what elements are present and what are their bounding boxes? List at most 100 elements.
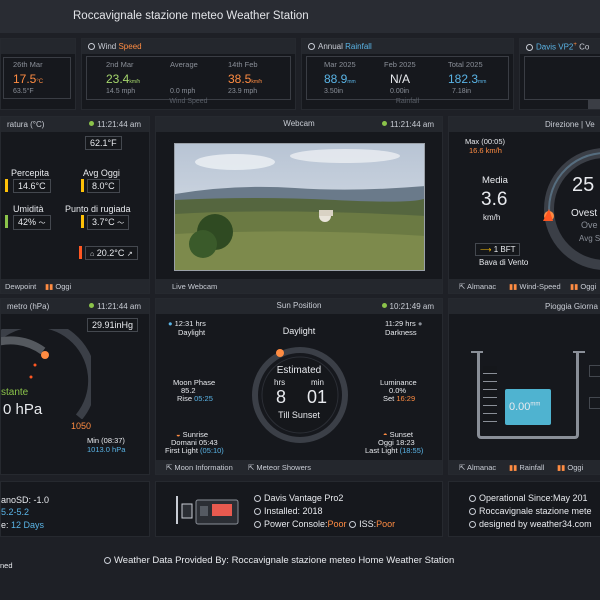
rain-gauge (477, 351, 579, 439)
beaufort-desc: Bava di Vento (479, 258, 529, 267)
wind-col3-value: 38.5km/h (228, 72, 263, 86)
rainfall-today-panel[interactable]: Pioggia Giorna 0.00mm ⇱ Almanac ▮▮ Rainf… (448, 298, 600, 475)
left-info-line1: anoSD: -1.0 (1, 495, 50, 505)
footer-live-webcam-link[interactable]: Live Webcam (172, 282, 218, 291)
footer-wind-speed-link[interactable]: ▮▮ Wind-Speed (509, 282, 561, 291)
live-indicator (381, 303, 387, 308)
hours-value: 8 (276, 387, 287, 407)
chart-icon: ▮▮ (45, 282, 54, 291)
sunrise-label: ◒ Sunrise (176, 430, 209, 439)
moon-phase-value: 85.2 (181, 386, 196, 395)
panel-header: Sun Position 10:21:49 am (156, 299, 442, 314)
wind-avg-label: Media (482, 175, 508, 186)
left-info-line4: ned (0, 561, 13, 570)
chart-icon: ▮▮ (509, 463, 518, 472)
panel-footer: ⇱ Moon Information ⇱ Meteor Showers (156, 460, 442, 474)
footer-meteor-link[interactable]: ⇱ Meteor Showers (248, 463, 311, 472)
pressure-gauge (1, 329, 91, 419)
update-time: 11:21:44 am (97, 302, 141, 311)
power-status: Power Console:Poor ISS:Poor (254, 519, 395, 529)
wind-col1-date: 2nd Mar (106, 60, 134, 69)
info-icon (469, 508, 476, 515)
hours-label: hrs (274, 378, 286, 387)
footer-today-link[interactable]: ▮▮ Oggi (570, 282, 597, 291)
station-model: Davis Vantage Pro2 (254, 493, 343, 503)
perceived-value: 14.6°C (13, 179, 51, 193)
rain-col3-sub: 7.18in (452, 88, 472, 95)
barometer-panel[interactable]: metro (hPa) 11:21:44 am 29.91inHg stante… (0, 298, 150, 475)
rain-panel-footer: Rainfall (395, 98, 420, 105)
wind-direction-panel[interactable]: Direzione | Ve Max (00:05) 16.6 km/h Med… (448, 116, 600, 294)
update-time: 11:21:44 am (390, 120, 434, 129)
gauge-max-label: 1050 (71, 421, 92, 431)
rain-col2-value: N/A (390, 72, 411, 86)
rain-title: Pioggia Giorna (545, 302, 598, 311)
temp-record-panel[interactable]: 26th Mar 17.5°C 63.5°F (0, 38, 76, 110)
record-value: 17.5°C (13, 72, 44, 86)
daylight-label: Daylight (178, 328, 206, 337)
rain-col1-sub: 3.50in (324, 88, 344, 95)
luminance-label: Luminance (380, 378, 417, 387)
wind-speed-panel[interactable]: Wind Speed 2nd Mar 23.4km/h 14.5 mph Ave… (81, 38, 296, 110)
wind-panel-footer: Wind Speed (169, 98, 208, 105)
top-bar: Roccavignale stazione meteo Weather Stat… (0, 0, 600, 33)
wind-max-value: 16.6 km/h (469, 146, 502, 155)
rain-level (505, 389, 551, 425)
panel-footer: ⇱ Almanac ▮▮ Rainfall ▮▮ Oggi (449, 460, 600, 474)
webcam-panel[interactable]: Webcam 11:21:44 am Live Webcam (155, 116, 443, 294)
minutes-value: 01 (307, 387, 328, 407)
panel-header (1, 39, 75, 54)
station-installed: Installed: 2018 (254, 506, 323, 516)
rainfall-panel[interactable]: Annual Rainfall Mar 2025 88.9mm 3.50in F… (301, 38, 514, 110)
info-icon (526, 43, 533, 51)
wind-avg-unit: km/h (483, 213, 501, 222)
info-icon (349, 521, 357, 528)
webcam-image[interactable] (174, 143, 425, 271)
rain-value: 0.00mm (509, 401, 541, 413)
wind-col2-sub: 0.0 mph (170, 88, 196, 95)
designer-credit[interactable]: designed by weather34.com (469, 519, 592, 529)
footer-dewpoint-link[interactable]: Dewpoint (5, 282, 37, 291)
footer-moon-link[interactable]: ⇱ Moon Information (166, 463, 233, 472)
info-icon (104, 557, 111, 564)
footer-today-link[interactable]: ▮▮ Oggi (45, 282, 72, 291)
footer-almanac-link[interactable]: ⇱ Almanac (459, 463, 497, 472)
davis-panel[interactable]: Davis VP2+ Co (519, 38, 600, 110)
footer-today-link[interactable]: ▮▮ Oggi (557, 463, 584, 472)
till-sunset-label: Till Sunset (278, 410, 320, 420)
wind-col2-label: Average (170, 60, 198, 69)
sun-position-panel[interactable]: Sun Position 10:21:49 am ● 12:31 hrs Day… (155, 298, 443, 475)
panel-header: Annual Rainfall (302, 39, 513, 54)
temperature-panel[interactable]: ratura (°C) 11:21:44 am 62.1°F Percepita… (0, 116, 150, 294)
sunrise-tomorrow: Domani 05:43 (171, 438, 218, 447)
info-icon (469, 521, 476, 528)
trend-up-icon: ↗ (126, 251, 133, 258)
footer-rainfall-link[interactable]: ▮▮ Rainfall (509, 463, 545, 472)
console-icon (176, 496, 239, 525)
dot-icon: ● (417, 319, 423, 328)
panel-footer: Live Webcam (156, 279, 442, 293)
webcam-title: Webcam (283, 119, 315, 128)
record-sub: 63.5°F (13, 88, 34, 95)
moonrise: Rise 05:25 (177, 394, 213, 403)
rain-col3-date: Total 2025 (448, 60, 483, 69)
dewpoint-value: 3.7°C 〜 (87, 215, 130, 230)
pressure-min-label: Min (08:37) (87, 436, 125, 445)
temperature-title: ratura (°C) (7, 120, 45, 129)
sun-estimated-label: Estimated (276, 365, 322, 376)
rain-col1-value: 88.9mm (324, 72, 356, 86)
pressure-min-value: 1013.0 hPa (87, 445, 126, 454)
daylight-hours: ● 12:31 hrs (168, 319, 206, 328)
wind-col1-value: 23.4km/h (106, 72, 141, 86)
dot-icon: ● (168, 319, 173, 328)
footer-almanac-link[interactable]: ⇱ Almanac (459, 282, 497, 291)
temp-fahrenheit-box: 62.1°F (85, 136, 122, 150)
wind-compass (543, 148, 600, 270)
left-info-line3: e: 12 Days (1, 520, 45, 530)
bottom-left-panel: anoSD: -1.0 5.2-5.2 e: 12 Days (0, 481, 150, 537)
beaufort-box: ⟶ 1 BFT (475, 243, 521, 256)
rain-col3-value: 182.3mm (448, 72, 487, 86)
update-time: 11:21:44 am (97, 120, 141, 129)
sunset-today: Oggi 18:23 (378, 438, 415, 447)
humidity-label: Umidità (13, 204, 44, 214)
